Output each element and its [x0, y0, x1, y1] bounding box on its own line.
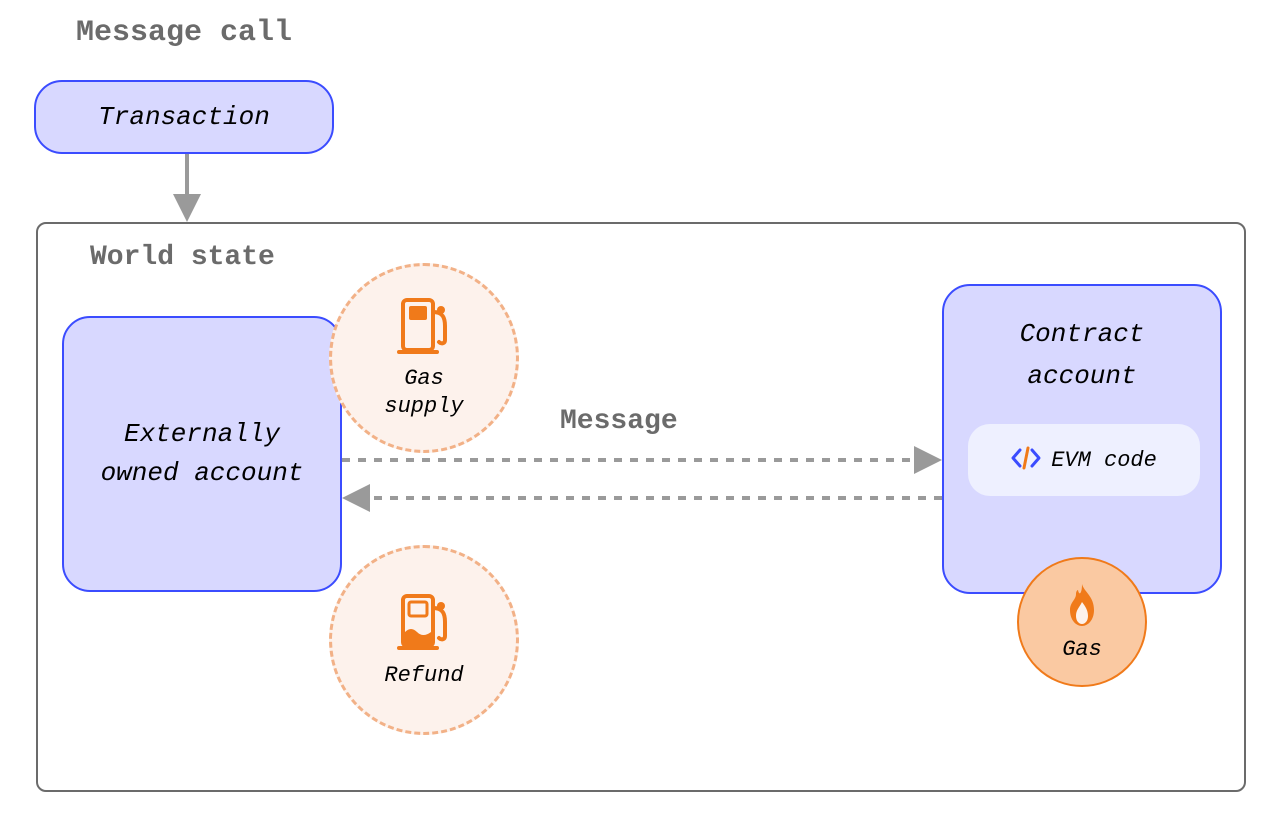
gas-supply-label-line2: supply — [384, 393, 463, 421]
gas-supply-circle: Gas supply — [329, 263, 519, 453]
eoa-node: Externally owned account — [62, 316, 342, 592]
world-state-label: World state — [90, 242, 275, 273]
contract-label-line2: account — [1027, 356, 1136, 398]
message-label: Message — [560, 406, 678, 437]
refund-label: Refund — [384, 663, 463, 688]
evm-code-chip: EVM code — [968, 424, 1200, 496]
diagram-title: Message call — [76, 16, 292, 50]
gas-pump-icon — [397, 296, 451, 361]
code-icon — [1011, 446, 1041, 475]
transaction-label: Transaction — [98, 102, 270, 132]
eoa-label-line1: Externally — [124, 415, 280, 454]
flame-icon — [1062, 582, 1102, 635]
refund-circle: Refund — [329, 545, 519, 735]
gas-supply-label-line1: Gas — [404, 365, 444, 393]
gas-pump-refund-icon — [397, 592, 451, 657]
gas-burn-label: Gas — [1062, 637, 1102, 662]
eoa-label-line2: owned account — [101, 454, 304, 493]
gas-burn-circle: Gas — [1017, 557, 1147, 687]
evm-code-label: EVM code — [1051, 448, 1157, 473]
contract-label-line1: Contract — [1020, 314, 1145, 356]
transaction-node: Transaction — [34, 80, 334, 154]
diagram-canvas: Message call Transaction World state Ext… — [0, 0, 1280, 815]
